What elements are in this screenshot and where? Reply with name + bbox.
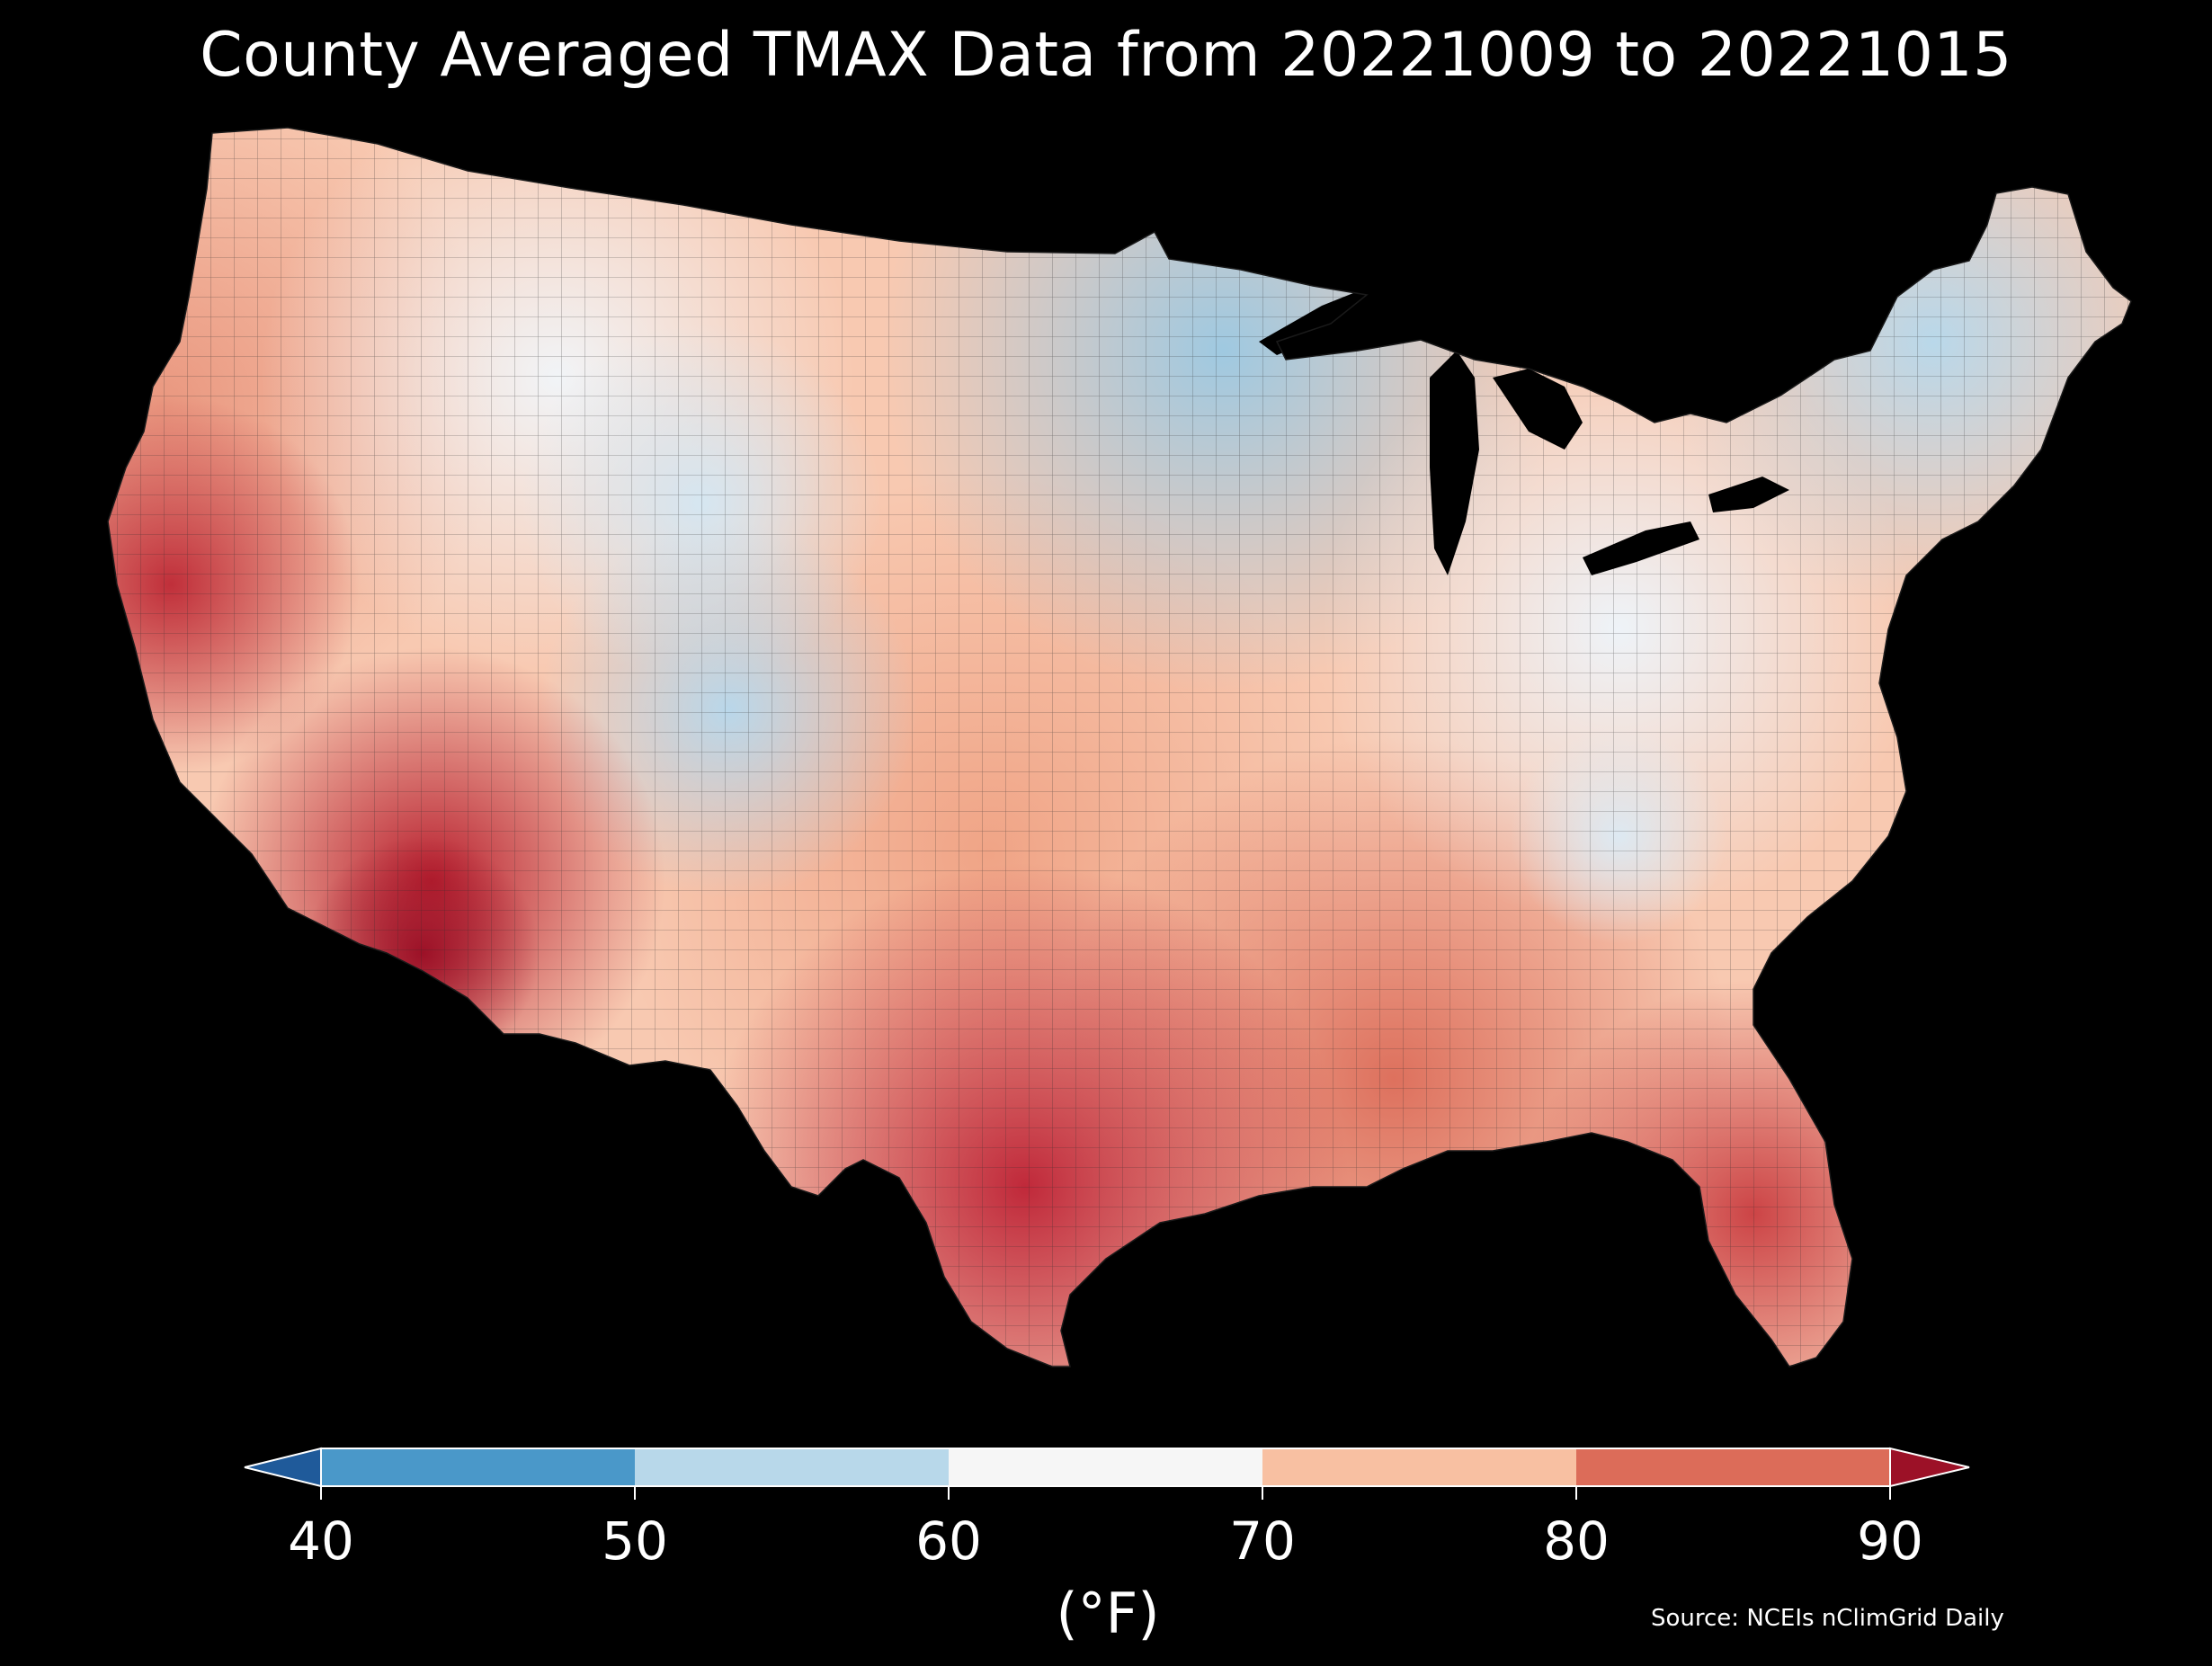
colorbar-tick-50: 50 <box>602 1510 668 1572</box>
great-lakes <box>1259 288 1789 575</box>
colorbar-over-arrow <box>1889 1447 1970 1488</box>
colorbar-tick-70: 70 <box>1229 1510 1296 1572</box>
colorbar-bin-50-60 <box>635 1448 949 1486</box>
colorbar-tick-80: 80 <box>1543 1510 1610 1572</box>
map-title: County Averaged TMAX Data from 20221009 … <box>200 20 2012 91</box>
colorbar-unit-label: (°F) <box>1056 1581 1160 1646</box>
colorbar-bin-80-90 <box>1576 1448 1890 1486</box>
colorbar-bin-70-80 <box>1262 1448 1576 1486</box>
colorbar-under-arrow <box>244 1447 322 1488</box>
colorbar-bin-60-70 <box>949 1448 1262 1486</box>
colorbar-tick-90: 90 <box>1857 1510 1923 1572</box>
source-credit: Source: NCEIs nClimGrid Daily <box>1651 1605 2004 1632</box>
colorbar-tick-40: 40 <box>288 1510 354 1572</box>
colorbar-bin-40-50 <box>321 1448 635 1486</box>
colorbar-tick-60: 60 <box>915 1510 982 1572</box>
